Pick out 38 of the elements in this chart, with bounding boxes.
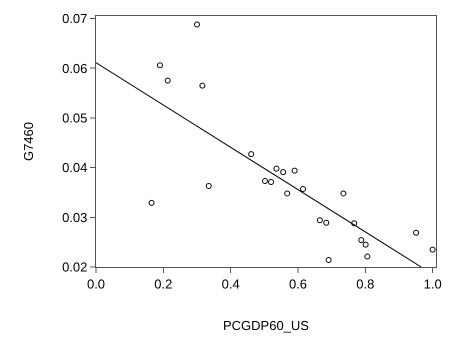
point <box>413 230 420 236</box>
y-tick-label: 0.03 <box>62 210 88 225</box>
point <box>164 78 171 84</box>
point <box>358 237 364 244</box>
point <box>148 200 155 206</box>
x-axis-title: PCGDP60_US <box>223 318 310 334</box>
x-tick-label: 1.0 <box>424 276 442 292</box>
x-tick-label: 0.0 <box>86 276 106 292</box>
point <box>199 82 206 89</box>
y-tick-label: 0.04 <box>62 160 88 176</box>
y-tick-label: 0.06 <box>62 60 88 76</box>
point <box>273 166 280 172</box>
point <box>340 190 346 196</box>
point <box>351 220 358 226</box>
point <box>284 190 290 196</box>
point <box>326 257 332 264</box>
x-tick-label: 0.4 <box>222 276 240 292</box>
point <box>323 220 330 226</box>
point <box>194 21 200 28</box>
point <box>300 186 306 192</box>
point <box>316 217 323 224</box>
y-axis-title: G7460 <box>21 122 36 162</box>
point <box>248 151 254 158</box>
point <box>430 246 436 253</box>
point <box>364 254 370 260</box>
point <box>280 169 286 176</box>
point <box>292 168 298 174</box>
x-tick-label: 0.8 <box>356 276 374 292</box>
point <box>156 62 163 68</box>
point <box>362 242 369 248</box>
y-tick-label: 0.05 <box>62 110 88 126</box>
x-tick-label: 0.2 <box>154 276 172 292</box>
point <box>262 178 268 184</box>
y-tick-label: 0.02 <box>62 260 88 275</box>
point <box>206 182 212 189</box>
x-tick-label: 0.6 <box>288 276 308 292</box>
point <box>268 179 274 186</box>
y-tick-label: 0.07 <box>62 11 88 26</box>
